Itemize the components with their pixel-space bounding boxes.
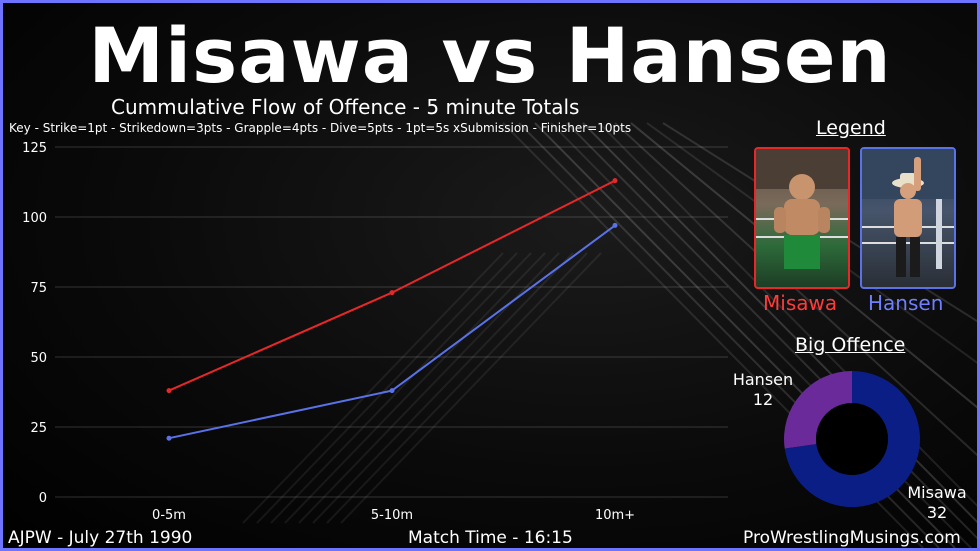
- y-tick-label: 50: [30, 351, 47, 366]
- stripe-line: [326, 252, 588, 524]
- donut-slice-misawa: [784, 371, 921, 507]
- donut-misawa-name: Misawa: [907, 483, 967, 502]
- hansen-wrestler-image: [862, 149, 954, 277]
- y-tick-label: 0: [39, 491, 47, 506]
- stripe-line: [256, 252, 518, 524]
- y-tick-label: 125: [22, 141, 47, 156]
- legend-title: Legend: [816, 117, 886, 139]
- page-title: Misawa vs Hansen: [88, 11, 892, 100]
- footer-website[interactable]: ProWrestlingMusings.com: [743, 528, 961, 548]
- misawa-photo: [754, 147, 850, 289]
- y-axis-ticks: 0 25 50 75 100 125: [22, 141, 47, 506]
- data-point-misawa: [612, 178, 618, 184]
- big-offence-title: Big Offence: [795, 334, 906, 356]
- stripe-line: [312, 252, 574, 524]
- legend-hansen-label: Hansen: [868, 291, 944, 315]
- y-tick-label: 100: [22, 211, 47, 226]
- donut-misawa-value: 32: [926, 503, 948, 522]
- data-point-hansen: [612, 222, 618, 228]
- data-point-hansen: [166, 435, 172, 441]
- y-tick-label: 75: [30, 281, 47, 296]
- donut-hole: [816, 403, 888, 475]
- hansen-photo: [860, 147, 956, 289]
- legend-misawa-label: Misawa: [763, 291, 838, 315]
- stripe-line: [598, 122, 977, 507]
- x-tick-label: 10m+: [595, 508, 635, 523]
- stripe-line: [340, 252, 602, 524]
- data-point-misawa: [166, 388, 172, 394]
- big-offence-donut: [784, 371, 921, 507]
- stripe-line: [566, 122, 977, 540]
- chart-grid: [55, 146, 728, 498]
- donut-hansen-name: Hansen: [732, 370, 794, 389]
- data-point-hansen: [389, 388, 395, 394]
- donut-slice-hansen: [784, 371, 852, 449]
- x-axis-ticks: 0-5m 5-10m 10m+: [152, 508, 635, 523]
- footer-event: AJPW - July 27th 1990: [8, 528, 193, 548]
- y-tick-label: 25: [30, 421, 47, 436]
- scoring-key: Key - Strike=1pt - Strikedown=3pts - Gra…: [9, 121, 632, 135]
- stripe-line: [284, 252, 546, 524]
- stripe-line: [270, 252, 532, 524]
- misawa-wrestler-image: [756, 149, 848, 269]
- donut-hansen-value: 12: [752, 390, 774, 409]
- stripe-line: [242, 252, 504, 524]
- footer-match-time: Match Time - 16:15: [408, 528, 573, 548]
- x-tick-label: 0-5m: [152, 508, 186, 523]
- data-point-misawa: [389, 290, 395, 296]
- stripe-line: [630, 122, 977, 409]
- chart-subtitle: Cummulative Flow of Offence - 5 minute T…: [111, 95, 580, 119]
- stripe-line: [614, 122, 977, 457]
- stripe-line: [646, 122, 977, 364]
- donut-misawa-label: Misawa 32: [901, 483, 973, 523]
- series-lines: [166, 178, 618, 441]
- stripe-line: [582, 122, 977, 524]
- x-tick-label: 5-10m: [371, 508, 413, 523]
- donut-hansen-label: Hansen 12: [725, 370, 801, 410]
